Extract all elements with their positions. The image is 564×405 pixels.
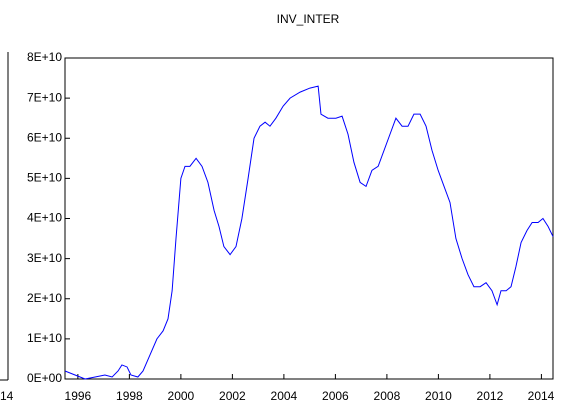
x-tick-label: 2004 bbox=[271, 389, 298, 403]
x-tick-label: 1998 bbox=[116, 389, 143, 403]
plot-frame bbox=[64, 57, 554, 380]
x-tick-label: 2012 bbox=[477, 389, 504, 403]
y-tick-label: 2E+10 bbox=[27, 291, 62, 305]
chart-title: INV_INTER bbox=[277, 12, 340, 26]
x-tick-label: 2002 bbox=[219, 389, 246, 403]
y-tick-label: 6E+10 bbox=[27, 130, 62, 144]
x-tick-label: 2008 bbox=[374, 389, 401, 403]
y-tick-label: 3E+10 bbox=[27, 251, 62, 265]
y-tick-label: 1E+10 bbox=[27, 331, 62, 345]
x-tick-label: 1996 bbox=[65, 389, 92, 403]
y-tick-label: 8E+10 bbox=[27, 50, 62, 64]
x-tick-label: 2014 bbox=[528, 389, 555, 403]
x-tick-label: 2000 bbox=[168, 389, 195, 403]
data-line bbox=[64, 85, 554, 380]
x-tick-label: 2006 bbox=[322, 389, 349, 403]
y-tick-label: 0E+00 bbox=[27, 371, 62, 385]
x-tick-label: 2010 bbox=[425, 389, 452, 403]
y-tick-label: 4E+10 bbox=[27, 211, 62, 225]
y-tick-label: 7E+10 bbox=[27, 90, 62, 104]
fragment-label: 14 bbox=[0, 389, 14, 403]
y-tick-label: 5E+10 bbox=[27, 171, 62, 185]
